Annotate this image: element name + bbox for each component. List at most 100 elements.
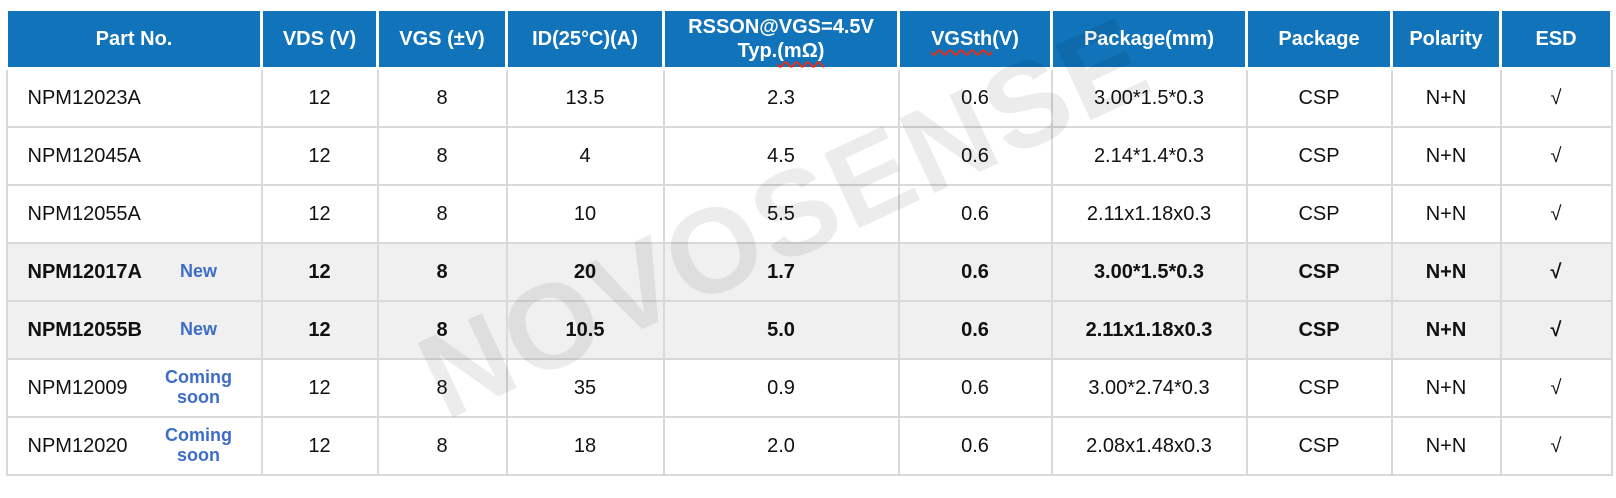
vgsth-unit: (V) bbox=[992, 28, 1019, 50]
cell-part-no: NPM12017A New bbox=[5, 242, 263, 302]
part-cell-inner: NPM12055A bbox=[8, 186, 261, 242]
cell-vgsth: 0.6 bbox=[897, 300, 1053, 360]
cell-rsson: 5.0 bbox=[662, 300, 900, 360]
cell-esd: √ bbox=[1499, 126, 1613, 186]
cell-rsson: 1.7 bbox=[662, 242, 900, 302]
cell-package-mm: 2.11x1.18x0.3 bbox=[1050, 300, 1248, 360]
col-header-polarity: Polarity bbox=[1390, 8, 1502, 70]
cell-vgsth: 0.6 bbox=[897, 416, 1053, 476]
cell-rsson: 0.9 bbox=[662, 358, 900, 418]
part-cell-inner: NPM12023A bbox=[8, 70, 261, 126]
col-header-part-no: Part No. bbox=[5, 8, 263, 70]
table-row: NPM12055B New 12 8 10.5 5.0 0.6 2.11x1.18x0.3 CS… bbox=[5, 300, 1613, 360]
cell-vgs: 8 bbox=[376, 67, 508, 128]
cell-vds: 12 bbox=[260, 126, 379, 186]
col-header-package-mm: Package(mm) bbox=[1050, 8, 1248, 70]
rsson-header-line1: RSSON@VGS=4.5V bbox=[688, 16, 874, 38]
cell-id: 18 bbox=[505, 416, 665, 476]
cell-package: CSP bbox=[1245, 67, 1393, 128]
part-number: NPM12045A bbox=[27, 144, 141, 167]
col-header-vgsth: VGSth(V) bbox=[897, 8, 1053, 70]
cell-package: CSP bbox=[1245, 300, 1393, 360]
cell-vds: 12 bbox=[260, 67, 379, 128]
status-tag: Coming soon bbox=[165, 425, 232, 465]
cell-vgs: 8 bbox=[376, 358, 508, 418]
cell-id: 13.5 bbox=[505, 67, 665, 128]
cell-package-mm: 3.00*2.74*0.3 bbox=[1050, 358, 1248, 418]
cell-package-mm: 2.14*1.4*0.3 bbox=[1050, 126, 1248, 186]
col-header-vds: VDS (V) bbox=[260, 8, 379, 70]
cell-package-mm: 2.11x1.18x0.3 bbox=[1050, 184, 1248, 244]
cell-vds: 12 bbox=[260, 242, 379, 302]
cell-vgs: 8 bbox=[376, 126, 508, 186]
part-number: NPM12023A bbox=[27, 86, 141, 109]
status-tag: Coming soon bbox=[165, 367, 232, 407]
cell-rsson: 5.5 bbox=[662, 184, 900, 244]
cell-vds: 12 bbox=[260, 416, 379, 476]
cell-esd: √ bbox=[1499, 67, 1613, 128]
product-spec-table: Part No. VDS (V) VGS (±V) ID(25°C)(A) RS… bbox=[5, 8, 1613, 476]
cell-polarity: N+N bbox=[1390, 358, 1502, 418]
cell-vgs: 8 bbox=[376, 242, 508, 302]
cell-package: CSP bbox=[1245, 416, 1393, 476]
col-header-esd: ESD bbox=[1499, 8, 1613, 70]
cell-polarity: N+N bbox=[1390, 184, 1502, 244]
part-cell-inner: NPM12009 Coming soon bbox=[8, 360, 261, 416]
table-row: NPM12045A 12 8 4 4.5 0.6 2.14*1.4*0.3 CSP N+N √ bbox=[5, 126, 1613, 186]
col-header-id: ID(25°C)(A) bbox=[505, 8, 665, 70]
table-row: NPM12020 Coming soon 12 8 18 2.0 0.6 2.08x1.48x… bbox=[5, 416, 1613, 476]
part-cell-inner: NPM12055B New bbox=[8, 302, 261, 358]
spellcheck-underline-vgsth: VGSth bbox=[931, 28, 993, 50]
cell-vgsth: 0.6 bbox=[897, 126, 1053, 186]
col-header-rsson: RSSON@VGS=4.5V Typ.(mΩ) bbox=[662, 8, 900, 70]
part-number: NPM12017A bbox=[27, 260, 143, 283]
cell-vgs: 8 bbox=[376, 184, 508, 244]
cell-part-no: NPM12055B New bbox=[5, 300, 263, 360]
cell-package: CSP bbox=[1245, 126, 1393, 186]
table-body: NPM12023A 12 8 13.5 2.3 0.6 3.00*1.5*0.3 CSP N+N… bbox=[5, 67, 1613, 476]
header-row: Part No. VDS (V) VGS (±V) ID(25°C)(A) RS… bbox=[5, 8, 1613, 70]
cell-esd: √ bbox=[1499, 416, 1613, 476]
cell-package-mm: 3.00*1.5*0.3 bbox=[1050, 67, 1248, 128]
cell-part-no: NPM12045A bbox=[5, 126, 263, 186]
cell-id: 10.5 bbox=[505, 300, 665, 360]
part-number: NPM12020 bbox=[27, 434, 128, 457]
cell-package-mm: 2.08x1.48x0.3 bbox=[1050, 416, 1248, 476]
cell-vds: 12 bbox=[260, 300, 379, 360]
part-cell-inner: NPM12017A New bbox=[8, 244, 261, 300]
cell-polarity: N+N bbox=[1390, 126, 1502, 186]
cell-vgsth: 0.6 bbox=[897, 242, 1053, 302]
cell-vgs: 8 bbox=[376, 300, 508, 360]
part-cell-inner: NPM12020 Coming soon bbox=[8, 418, 261, 474]
part-number: NPM12055A bbox=[27, 202, 141, 225]
cell-id: 20 bbox=[505, 242, 665, 302]
status-tag: New bbox=[179, 319, 217, 340]
rsson-typ-label: Typ. bbox=[737, 40, 778, 62]
cell-id: 35 bbox=[505, 358, 665, 418]
rsson-header-line2: Typ.(mΩ) bbox=[667, 39, 895, 63]
table-row: NPM12023A 12 8 13.5 2.3 0.6 3.00*1.5*0.3 CSP N+N… bbox=[5, 67, 1613, 128]
part-number: NPM12009 bbox=[27, 376, 128, 399]
cell-part-no: NPM12020 Coming soon bbox=[5, 416, 263, 476]
table-row: NPM12017A New 12 8 20 1.7 0.6 3.00*1.5*0.3 CSP N+… bbox=[5, 242, 1613, 302]
cell-polarity: N+N bbox=[1390, 242, 1502, 302]
part-cell-inner: NPM12045A bbox=[8, 128, 261, 184]
cell-rsson: 2.3 bbox=[662, 67, 900, 128]
table-row: NPM12055A 12 8 10 5.5 0.6 2.11x1.18x0.3 CSP N+N √ bbox=[5, 184, 1613, 244]
cell-polarity: N+N bbox=[1390, 300, 1502, 360]
cell-package: CSP bbox=[1245, 242, 1393, 302]
col-header-vgs: VGS (±V) bbox=[376, 8, 508, 70]
cell-polarity: N+N bbox=[1390, 67, 1502, 128]
col-header-package: Package bbox=[1245, 8, 1393, 70]
cell-part-no: NPM12055A bbox=[5, 184, 263, 244]
cell-esd: √ bbox=[1499, 300, 1613, 360]
status-tag: New bbox=[179, 261, 217, 282]
part-number: NPM12055B bbox=[27, 318, 143, 341]
cell-esd: √ bbox=[1499, 358, 1613, 418]
cell-rsson: 2.0 bbox=[662, 416, 900, 476]
cell-package-mm: 3.00*1.5*0.3 bbox=[1050, 242, 1248, 302]
cell-package: CSP bbox=[1245, 184, 1393, 244]
cell-package: CSP bbox=[1245, 358, 1393, 418]
cell-id: 10 bbox=[505, 184, 665, 244]
